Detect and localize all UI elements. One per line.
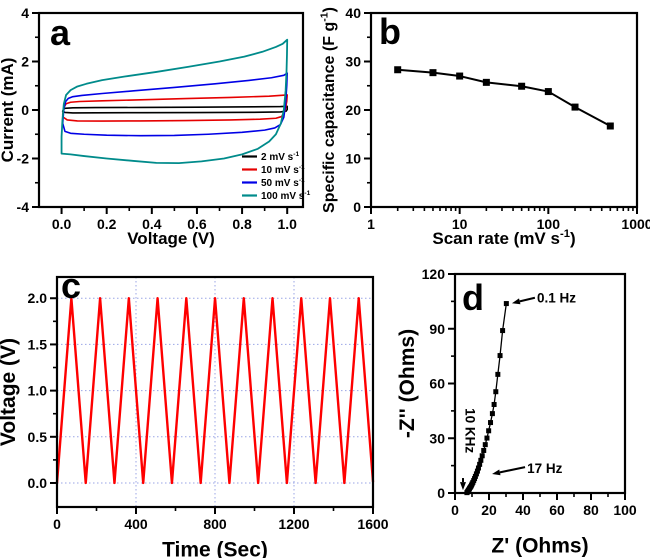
panel-a-x-axis: 0.0 0.2 0.4 0.6 0.8 1.0 Voltage (V) <box>52 207 297 248</box>
panel-c-series-0 <box>55 297 375 485</box>
svg-text:1.5: 1.5 <box>28 336 48 352</box>
annotation-10-khz: 10 KHz <box>459 408 478 491</box>
svg-text:60: 60 <box>549 502 565 518</box>
svg-text:100: 100 <box>613 502 637 518</box>
svg-text:0.8: 0.8 <box>232 216 252 232</box>
svg-text:-Z'' (Ohms): -Z'' (Ohms) <box>396 329 419 438</box>
panel-b-x-axis: 1 10 100 1000 Scan rate (mV s-1) <box>367 207 650 248</box>
panel-d-x-axis: 0 20 40 60 80 100 Z' (Ohms) <box>451 493 637 557</box>
svg-text:0: 0 <box>437 485 445 501</box>
svg-text:80: 80 <box>583 502 599 518</box>
svg-text:d: d <box>462 277 484 318</box>
svg-text:100: 100 <box>537 216 561 232</box>
svg-text:0.1 Hz: 0.1 Hz <box>537 290 576 305</box>
svg-text:120: 120 <box>422 266 446 282</box>
svg-text:100 mV s-1: 100 mV s-1 <box>261 190 311 202</box>
panel-b: 1 10 100 1000 Scan rate (mV s-1) 0 10 20 30 40 Spe… <box>318 5 650 248</box>
svg-text:90: 90 <box>429 321 445 337</box>
svg-text:Current (mA): Current (mA) <box>0 58 17 163</box>
svg-text:2 mV s-1: 2 mV s-1 <box>261 151 299 163</box>
svg-text:0.2: 0.2 <box>97 216 117 232</box>
panel-c-x-axis: 0 400 800 1200 1600 Time (Sec) <box>53 507 389 558</box>
svg-text:2.0: 2.0 <box>28 290 48 306</box>
svg-text:60: 60 <box>429 376 445 392</box>
svg-text:0.5: 0.5 <box>28 429 48 445</box>
svg-text:1.0: 1.0 <box>277 216 297 232</box>
svg-text:10: 10 <box>345 151 361 167</box>
svg-text:b: b <box>379 11 401 52</box>
svg-text:0.4: 0.4 <box>142 216 162 232</box>
svg-text:c: c <box>61 265 81 306</box>
svg-text:Time (Sec): Time (Sec) <box>162 538 268 558</box>
svg-text:Specific capacitance (F g-1): Specific capacitance (F g-1) <box>318 7 338 213</box>
svg-text:Voltage (V): Voltage (V) <box>127 229 215 248</box>
panel-c-label: c <box>61 265 81 306</box>
panel-a: 0.0 0.2 0.4 0.6 0.8 1.0 Voltage (V) -4 -2 0 2 4 Curr… <box>0 5 311 248</box>
svg-text:0.0: 0.0 <box>52 216 72 232</box>
panel-c-y-axis: 0.0 0.5 1.0 1.5 2.0 Voltage (V) <box>0 290 57 491</box>
svg-text:0.0: 0.0 <box>28 475 48 491</box>
panel-b-label: b <box>379 11 401 52</box>
panel-d-label: d <box>462 277 484 318</box>
svg-text:1.0: 1.0 <box>28 383 48 399</box>
svg-text:1600: 1600 <box>357 516 388 532</box>
svg-text:20: 20 <box>481 502 497 518</box>
panel-a-series-0 <box>61 105 289 114</box>
svg-text:10 KHz: 10 KHz <box>463 408 478 453</box>
svg-text:1200: 1200 <box>278 516 309 532</box>
svg-text:400: 400 <box>124 516 148 532</box>
panel-d-series-0 <box>464 301 509 496</box>
panel-a-series-2 <box>61 72 289 137</box>
svg-text:-2: -2 <box>17 151 30 167</box>
annotation-0-1-hz: 0.1 Hz <box>511 290 576 305</box>
svg-text:Scan rate (mV s-1): Scan rate (mV s-1) <box>432 228 575 248</box>
panel-c-grid <box>57 277 373 507</box>
svg-text:-4: -4 <box>17 199 30 215</box>
svg-text:0: 0 <box>21 102 29 118</box>
svg-text:30: 30 <box>429 430 445 446</box>
panel-d: 0 20 40 60 80 100 Z' (Ohms) 0 30 60 90 120 -Z'' (Ohm… <box>396 266 637 557</box>
svg-text:800: 800 <box>203 516 227 532</box>
panel-b-frame <box>369 11 639 209</box>
svg-text:40: 40 <box>515 502 531 518</box>
panel-b-y-axis: 0 10 20 30 40 Specific capacitance (F g-1) <box>318 5 371 215</box>
svg-text:1000: 1000 <box>621 216 650 232</box>
svg-text:50 mV s-1: 50 mV s-1 <box>261 177 305 189</box>
svg-text:40: 40 <box>345 5 361 21</box>
panel-d-y-axis: 0 30 60 90 120 -Z'' (Ohms) <box>396 266 455 501</box>
svg-text:2: 2 <box>21 54 29 70</box>
panel-a-label: a <box>50 12 71 53</box>
svg-text:30: 30 <box>345 54 361 70</box>
panel-a-series-3 <box>60 38 289 165</box>
svg-text:20: 20 <box>345 102 361 118</box>
svg-text:0.6: 0.6 <box>187 216 207 232</box>
panel-b-series-0 <box>394 66 614 130</box>
panel-c: 0 400 800 1200 1600 Time (Sec) 0.0 0.5 1.0 1.5 2.0… <box>0 265 389 558</box>
svg-text:0: 0 <box>353 199 361 215</box>
svg-text:Z' (Ohms): Z' (Ohms) <box>491 534 588 557</box>
svg-text:10: 10 <box>452 216 468 232</box>
svg-text:Voltage (V): Voltage (V) <box>0 338 20 446</box>
svg-text:a: a <box>50 12 71 53</box>
svg-text:1: 1 <box>367 216 375 232</box>
svg-text:0: 0 <box>451 502 459 518</box>
annotation-17-hz: 17 Hz <box>492 461 563 476</box>
panel-a-y-axis: -4 -2 0 2 4 Current (mA) <box>0 5 39 215</box>
svg-text:17 Hz: 17 Hz <box>527 461 563 476</box>
svg-text:0: 0 <box>53 516 61 532</box>
svg-text:4: 4 <box>21 5 29 21</box>
svg-text:10 mV s-1: 10 mV s-1 <box>261 164 305 176</box>
